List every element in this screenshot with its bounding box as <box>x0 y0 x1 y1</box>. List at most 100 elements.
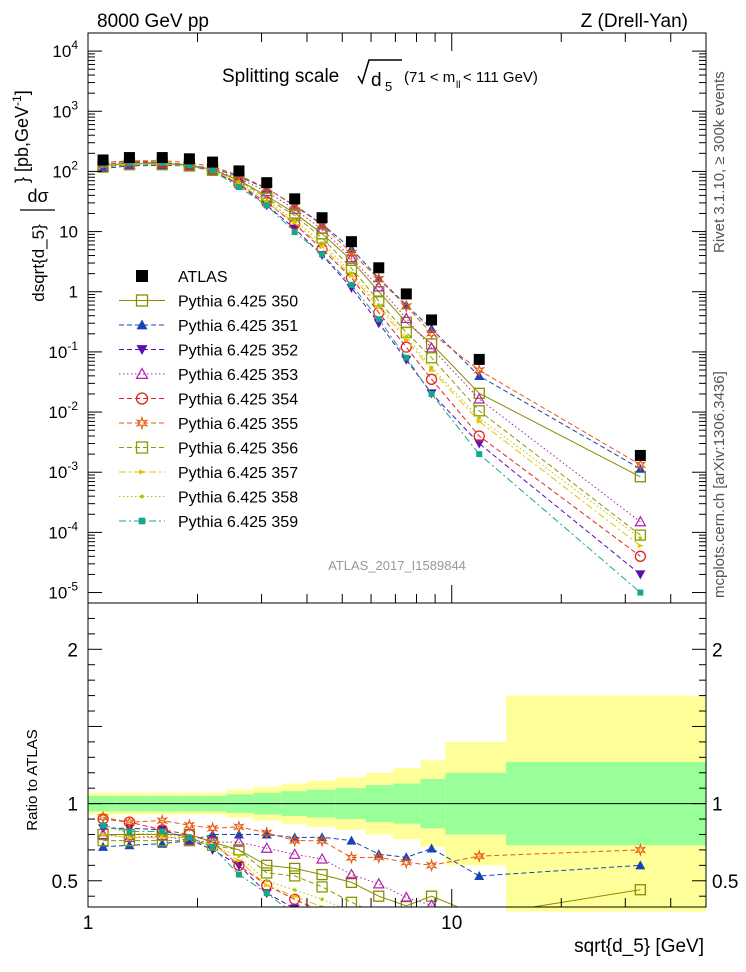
legend-entry-3: Pythia 6.425 352 <box>119 343 298 360</box>
series-2-ratio-point-12 <box>426 843 437 853</box>
series-2-ratio-point-9 <box>346 835 357 845</box>
series-9-ratio-point-7 <box>292 888 297 892</box>
series-9-ratio-point-9 <box>350 910 354 914</box>
series-10-point-5 <box>235 183 242 190</box>
series-6-ratio-point-13 <box>473 849 486 863</box>
series-10-ratio-point-7 <box>292 912 298 918</box>
series-9-point-8 <box>320 241 324 245</box>
series-9-point-10 <box>377 303 381 307</box>
series-10-point-4 <box>209 167 216 174</box>
legend-entry-9: Pythia 6.425 358 <box>119 490 298 507</box>
series-3-ratio-point-12 <box>427 945 437 954</box>
series-6-point-9 <box>345 246 358 260</box>
series-9-point-14 <box>638 536 643 540</box>
series-5-point-11 <box>400 341 412 353</box>
series-6-point-10 <box>372 272 385 286</box>
legend-entry-0: ATLAS <box>136 269 228 286</box>
svg-text:10-5: 10-5 <box>48 580 78 603</box>
series-9-ratio-point-6 <box>264 879 269 883</box>
title-sym: d <box>371 70 382 91</box>
series-8-ratio-point-11 <box>404 929 410 934</box>
legend-marker-9 <box>140 494 144 499</box>
series-10-ratio-point-2 <box>159 828 166 835</box>
series-8-ratio-point-6 <box>264 883 271 888</box>
series-1-ratio-point-10 <box>373 890 385 902</box>
series-8-ratio-point-13 <box>477 941 483 946</box>
title-cut-end: < 111 GeV) <box>463 69 538 86</box>
ratio-frame <box>87 602 707 908</box>
legend-marker-10 <box>138 517 146 525</box>
series-3-ratio-point-7 <box>289 904 300 907</box>
legend-entry-1: Pythia 6.425 350 <box>119 294 298 311</box>
series-4-ratio-line <box>103 834 438 907</box>
series-6-ratio-point-12 <box>425 858 438 873</box>
rivet-label: Rivet 3.1.10, ≥ 300k events <box>711 71 728 253</box>
series-10-point-10 <box>375 316 382 323</box>
series-4-ratio-point-8 <box>316 852 329 864</box>
series-3-ratio-point-9 <box>346 928 356 937</box>
series-6-ratio-point-5 <box>232 819 245 834</box>
series-8-ratio-point-8 <box>319 904 326 907</box>
legend-label-8: Pythia 6.425 357 <box>178 465 298 482</box>
series-7-point-14 <box>634 529 647 541</box>
series-5-ratio-line <box>103 818 314 907</box>
series-0-point-9 <box>345 236 357 248</box>
series-2-ratio-point-0 <box>98 841 109 851</box>
series-0-point-8 <box>316 212 328 224</box>
series-7-ratio-point-9 <box>345 896 358 907</box>
series-0-point-0 <box>97 154 109 166</box>
series-8-point-8 <box>319 244 326 249</box>
series-7-ratio-point-11 <box>401 918 411 928</box>
series-9-ratio-point-10 <box>377 919 381 923</box>
series-6-ratio-point-14 <box>634 843 647 857</box>
series-6-ratio-point-9 <box>345 850 358 865</box>
series-0-point-4 <box>207 156 219 168</box>
ratio-ylabel: Ratio to ATLAS <box>24 729 41 830</box>
title-sub: 5 <box>385 79 392 94</box>
series-7-ratio-point-10 <box>374 910 384 920</box>
series-5-ratio-point-11 <box>401 933 411 943</box>
ratio-tick-label-right-2: 2 <box>712 640 723 661</box>
series-4-point-6 <box>260 185 273 197</box>
series-1-point-9 <box>345 254 358 266</box>
svg-text:102: 102 <box>52 158 78 181</box>
series-4-ratio-point-5 <box>232 835 245 847</box>
series-3-point-14 <box>635 570 646 580</box>
series-5-point-12 <box>425 373 438 385</box>
series-8-ratio-point-2 <box>159 835 166 840</box>
ratio-tick-label-right-0: 0.5 <box>712 872 738 893</box>
series-3-ratio-point-13 <box>474 948 484 957</box>
series-8-ratio-point-9 <box>349 914 355 919</box>
series-7-ratio-point-1 <box>123 834 136 847</box>
series-10-point-9 <box>348 281 355 288</box>
series-8-ratio-point-10 <box>376 922 382 927</box>
series-6-ratio-point-8 <box>316 833 329 848</box>
series-0-point-13 <box>473 353 485 365</box>
series-5-ratio-point-13 <box>474 945 484 955</box>
legend-marker-8 <box>139 469 146 475</box>
data-layer <box>97 152 647 957</box>
series-1-ratio-point-9 <box>345 876 358 889</box>
svg-text:10-1: 10-1 <box>48 339 78 362</box>
series-8-ratio-point-0 <box>100 832 107 837</box>
series-9-ratio-point-8 <box>320 897 324 902</box>
series-9-ratio-point-11 <box>405 926 409 930</box>
header-right: Z (Drell-Yan) <box>581 11 688 32</box>
series-0-point-5 <box>233 165 245 177</box>
legend-label-5: Pythia 6.425 354 <box>178 392 298 409</box>
series-10-ratio-point-10 <box>376 933 382 939</box>
legend-label-6: Pythia 6.425 355 <box>178 416 298 433</box>
legend-entry-10: Pythia 6.425 359 <box>119 514 298 531</box>
series-7-point-12 <box>425 352 438 364</box>
ratio-tick-label-right-1: 1 <box>712 795 723 816</box>
series-6-ratio-point-4 <box>206 821 219 836</box>
series-10-point-7 <box>291 229 298 236</box>
series-0-point-6 <box>261 177 273 189</box>
legend-label-1: Pythia 6.425 350 <box>178 294 298 311</box>
legend-marker-3 <box>136 345 148 355</box>
y-tick-label-7: 102 <box>52 158 78 181</box>
series-9-point-13 <box>477 416 481 420</box>
ylabel-unit-exp: -1 <box>10 95 24 106</box>
series-4-point-11 <box>400 312 413 324</box>
